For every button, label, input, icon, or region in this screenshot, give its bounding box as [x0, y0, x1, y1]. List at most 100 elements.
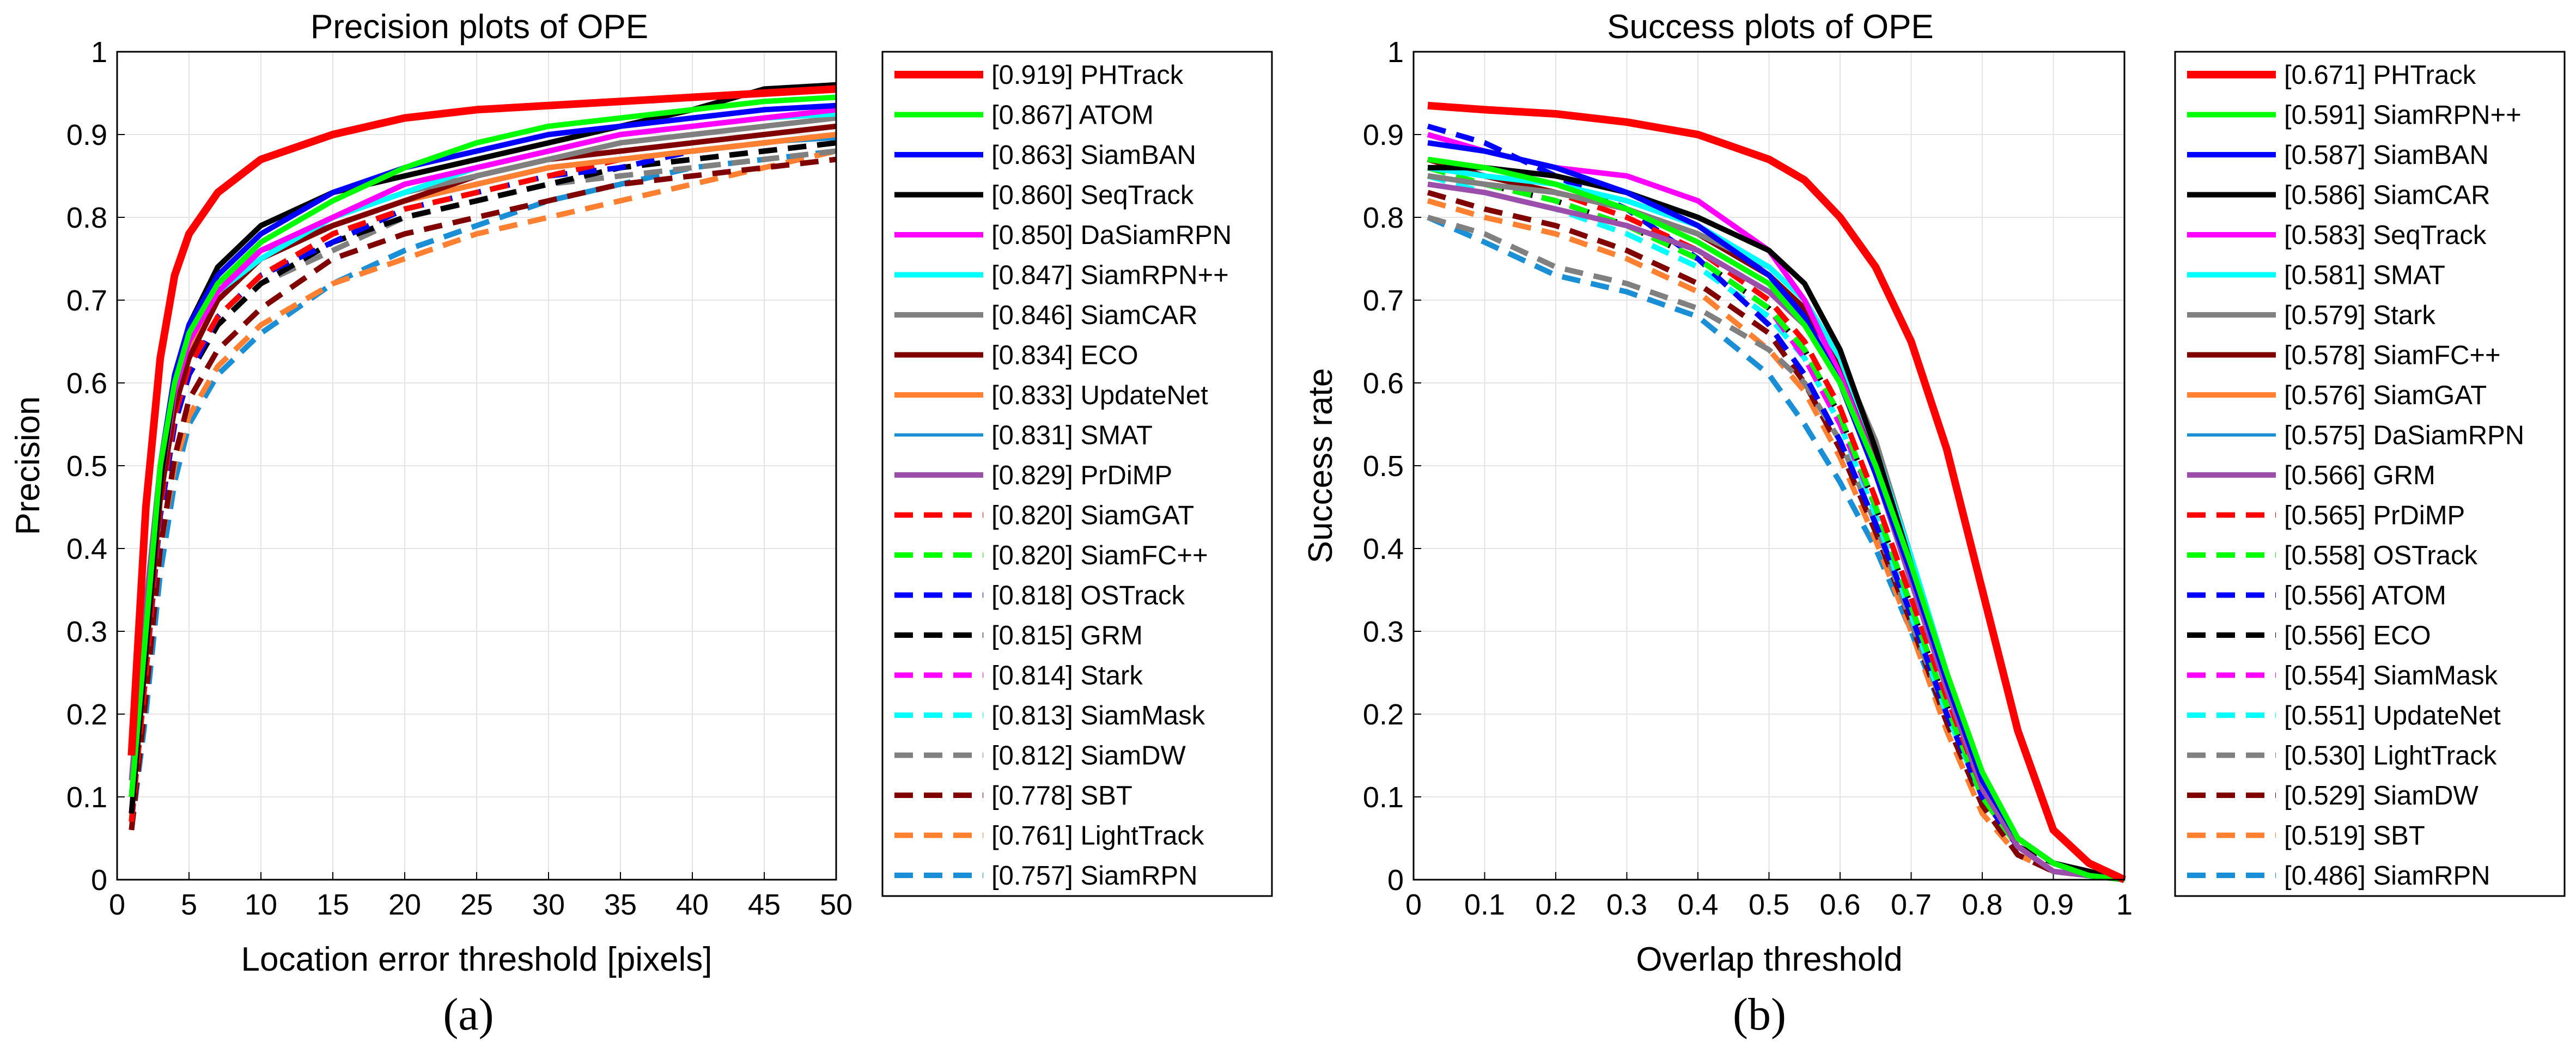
panel-caption: (a): [443, 989, 494, 1040]
x-tick-label: 15: [316, 888, 349, 921]
legend-label: [0.833] UpdateNet: [991, 381, 1208, 410]
y-tick-label: 0.9: [1363, 119, 1404, 151]
series-line-siamdw: [1427, 190, 2125, 882]
legend-label: [0.530] LightTrack: [2284, 741, 2497, 771]
legend-label: [0.551] UpdateNet: [2284, 701, 2501, 730]
y-tick-label: 0.2: [66, 698, 107, 731]
precision-plot: Precision plots of OPE 0 5 10 15 20 25 30 35 40 4…: [9, 8, 1273, 1040]
legend-label: [0.860] SeqTrack: [991, 181, 1194, 210]
series-line-siamfc-: [129, 132, 837, 822]
x-tick-labels: 0 5 10 15 20 25 30 35 40 45 50: [109, 888, 852, 921]
legend-label: [0.778] SBT: [991, 781, 1132, 811]
legend-label: [0.867] ATOM: [991, 101, 1154, 130]
y-tick-label: 0.5: [1363, 450, 1404, 483]
chart-title: Success plots of OPE: [1607, 8, 1934, 46]
series-group: [1427, 101, 2126, 884]
series-line-siamcar: [129, 115, 837, 797]
x-tick-label: 10: [245, 888, 277, 921]
legend-label: [0.761] LightTrack: [991, 821, 1204, 851]
legend-label: [0.847] SiamRPN++: [991, 261, 1229, 290]
x-tick-label: 0.3: [1606, 888, 1647, 921]
y-tick-label: 0.1: [1363, 781, 1404, 814]
series-line-eco: [1427, 173, 2126, 882]
x-tick-label: 0.1: [1464, 888, 1505, 921]
legend-label: [0.757] SiamRPN: [991, 861, 1198, 891]
series-line-atom: [1427, 123, 2125, 882]
x-axis-label: Overlap threshold: [1636, 941, 1902, 978]
series-line-dasiamrpn: [129, 107, 837, 797]
series-line-prdimp: [1427, 156, 2125, 882]
legend-label: [0.583] SeqTrack: [2284, 221, 2487, 250]
x-tick-label: 30: [532, 888, 565, 921]
series-line-siamrpn-: [1427, 156, 2125, 882]
legend-label: [0.591] SiamRPN++: [2284, 101, 2522, 130]
legend: [0.671] PHTrack [0.591] SiamRPN++ [0.587] …: [2174, 51, 2566, 897]
x-tick-label: 40: [676, 888, 709, 921]
x-tick-label: 45: [748, 888, 781, 921]
x-tick-label: 25: [460, 888, 493, 921]
series-line-smat: [130, 137, 837, 806]
x-tick-labels: 0 0.1 0.2 0.3 0.4 0.5 0.6 0.7 0.8 0.9 1: [1405, 888, 2133, 921]
series-line-sbt: [129, 156, 837, 831]
y-tick-label: 0.8: [1363, 202, 1404, 234]
x-tick-label: 0.2: [1535, 888, 1576, 921]
legend-label: [0.834] ECO: [991, 341, 1138, 370]
legend-label: [0.814] Stark: [991, 661, 1143, 691]
legend-label: [0.566] GRM: [2284, 461, 2435, 490]
legend-label: [0.579] Stark: [2284, 301, 2435, 330]
y-axis-label: Precision: [9, 397, 47, 535]
series-line-ostrack: [129, 132, 837, 822]
y-tick-label: 0.7: [1363, 284, 1404, 317]
legend-label: [0.850] DaSiamRPN: [991, 221, 1232, 250]
x-tick-label: 20: [388, 888, 421, 921]
legend-label: [0.586] SiamCAR: [2284, 181, 2490, 210]
legend-label: [0.829] PrDiMP: [991, 461, 1172, 490]
legend-label: [0.671] PHTrack: [2284, 60, 2476, 90]
legend-label: [0.576] SiamGAT: [2284, 381, 2487, 410]
legend-label: [0.554] SiamMask: [2284, 661, 2498, 691]
series-line-eco: [129, 123, 837, 814]
y-tick-label: 0.1: [66, 781, 107, 814]
legend-label: [0.820] SiamGAT: [991, 501, 1194, 531]
legend-label: [0.529] SiamDW: [2284, 781, 2478, 811]
legend-label: [0.575] DaSiamRPN: [2284, 421, 2524, 450]
series-line-updatenet: [129, 132, 837, 814]
panel-caption: (b): [1733, 989, 1786, 1040]
y-tick-label: 0.5: [66, 450, 107, 483]
legend-label: [0.587] SiamBAN: [2284, 141, 2489, 170]
x-tick-label: 0.4: [1677, 888, 1718, 921]
series-line-seqtrack: [129, 82, 837, 814]
x-tick-label: 0.9: [2033, 888, 2074, 921]
legend-label: [0.812] SiamDW: [991, 741, 1186, 771]
series-line-smat: [1427, 164, 2125, 882]
y-tick-label: 1: [91, 36, 107, 69]
series-line-phtrack: [1427, 101, 2126, 884]
x-tick-label: 0.8: [1962, 888, 2002, 921]
legend-label: [0.565] PrDiMP: [2284, 501, 2465, 531]
series-line-siamban: [129, 102, 837, 797]
legend-label: [0.815] GRM: [991, 621, 1143, 650]
y-tick-label: 0: [91, 864, 107, 897]
series-group: [127, 82, 837, 831]
y-tick-label: 0: [1387, 864, 1404, 897]
series-line-seqtrack: [1427, 132, 2125, 882]
y-tick-label: 0.9: [66, 119, 107, 151]
legend-label: [0.831] SMAT: [991, 421, 1153, 450]
legend-label: [0.556] ECO: [2284, 621, 2431, 650]
x-axis-label: Location error threshold [pixels]: [241, 941, 712, 978]
y-tick-label: 0.2: [1363, 698, 1404, 731]
x-tick-label: 0: [109, 888, 125, 921]
legend-label: [0.486] SiamRPN: [2284, 861, 2490, 891]
y-tick-labels: 0 0.1 0.2 0.3 0.4 0.5 0.6 0.7 0.8 0.9 1: [66, 36, 107, 897]
y-tick-label: 0.4: [66, 533, 107, 565]
y-axis-label: Success rate: [1302, 368, 1339, 563]
legend-label: [0.578] SiamFC++: [2284, 341, 2501, 370]
legend-label: [0.519] SBT: [2284, 821, 2425, 851]
x-tick-label: 0: [1405, 888, 1422, 921]
series-line-phtrack: [127, 85, 837, 756]
legend-label: [0.863] SiamBAN: [991, 141, 1196, 170]
y-tick-label: 0.6: [1363, 367, 1404, 400]
y-tick-label: 1: [1387, 36, 1404, 69]
y-tick-labels: 0 0.1 0.2 0.3 0.4 0.5 0.6 0.7 0.8 0.9 1: [1363, 36, 1404, 897]
legend: [0.919] PHTrack [0.867] ATOM [0.863] SiamB…: [881, 51, 1273, 897]
